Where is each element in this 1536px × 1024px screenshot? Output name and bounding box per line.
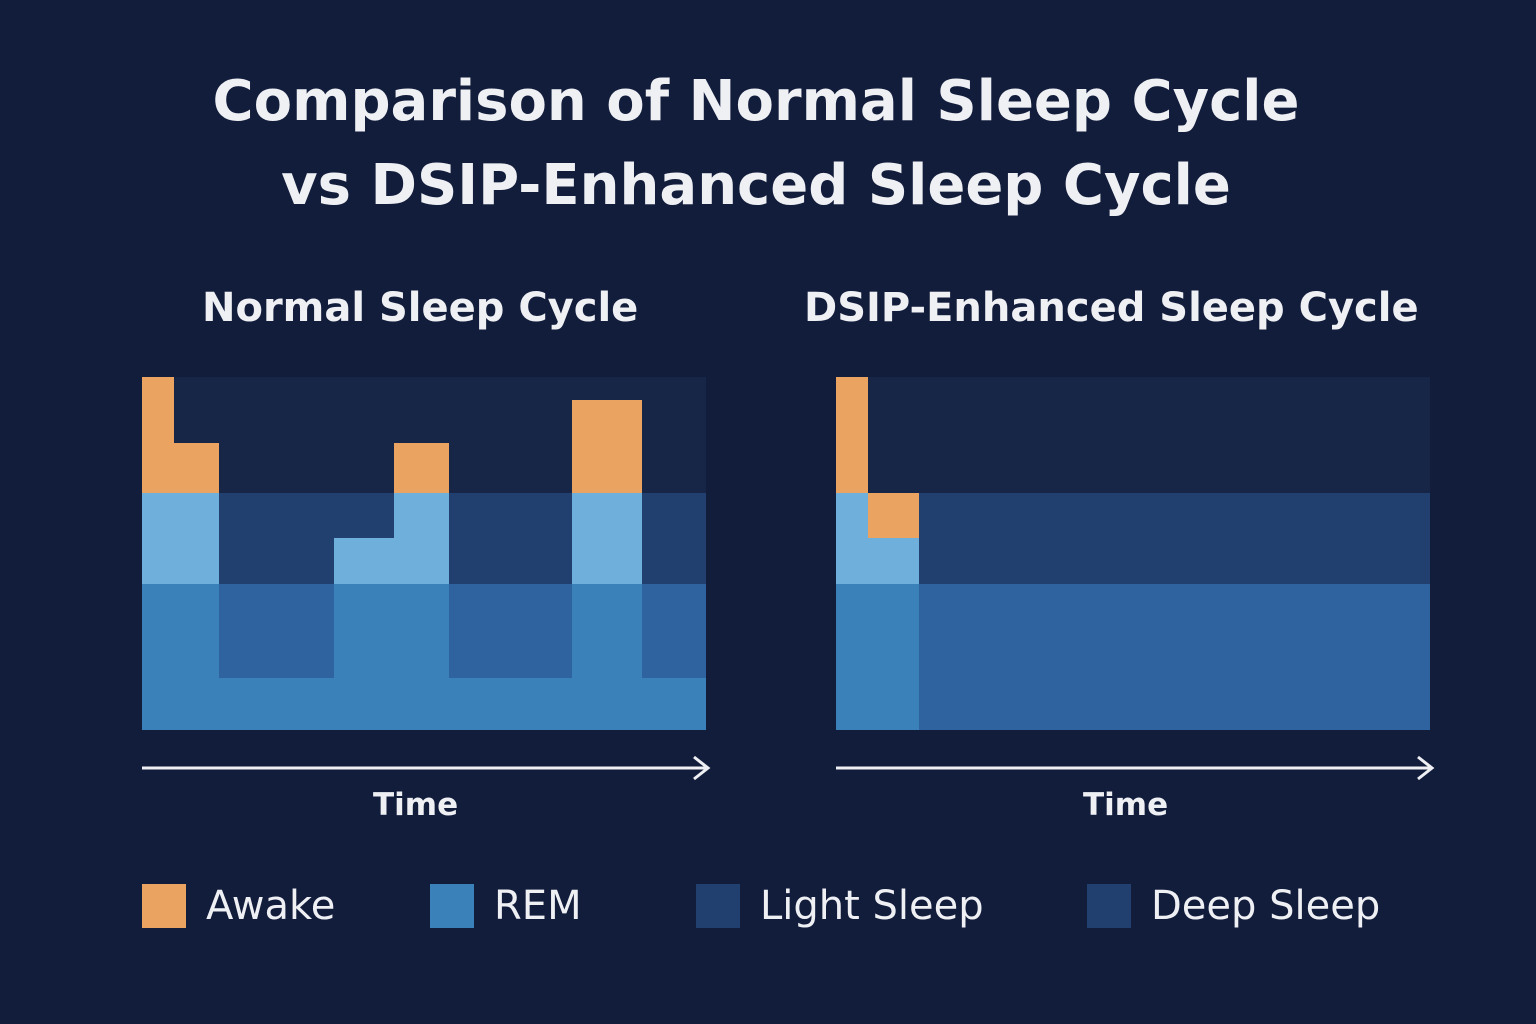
deep-sleep-block — [919, 584, 1430, 730]
awake-block — [836, 377, 868, 493]
awake-block — [174, 443, 219, 493]
deep-sleep-block — [449, 584, 572, 678]
right-chart-title: DSIP-Enhanced Sleep Cycle — [804, 285, 1419, 331]
rem-base-block — [642, 678, 706, 730]
light-stage-block — [174, 493, 219, 584]
light-sleep-block — [919, 493, 1430, 584]
left-chart-title: Normal Sleep Cycle — [202, 285, 639, 331]
light-stage-block — [334, 538, 394, 584]
light-sleep-block — [334, 493, 394, 538]
deep-sleep-block — [642, 584, 706, 678]
deep-sleep-block — [219, 584, 334, 678]
legend-light-sleep: Light Sleep — [696, 884, 984, 928]
legend-rem: REM — [430, 884, 582, 928]
awake-block — [572, 400, 642, 493]
legend-label: Light Sleep — [760, 883, 984, 929]
light-stage-block — [142, 493, 174, 584]
rem-block — [394, 584, 449, 730]
light-stage-block — [394, 493, 449, 584]
title-line-2: vs DSIP-Enhanced Sleep Cycle — [281, 153, 1231, 218]
legend-label: Awake — [206, 883, 336, 929]
legend-swatch-light-sleep — [696, 884, 740, 928]
light-stage-block — [868, 538, 919, 584]
light-sleep-block — [449, 493, 572, 584]
title-line-1: Comparison of Normal Sleep Cycle — [212, 69, 1300, 134]
left-time-arrow — [142, 755, 711, 781]
legend-label: Deep Sleep — [1151, 883, 1381, 929]
rem-block — [142, 584, 174, 730]
legend-deep-sleep: Deep Sleep — [1087, 884, 1380, 928]
rem-block — [572, 584, 642, 730]
awake-block — [394, 443, 449, 493]
legend-swatch-awake — [142, 884, 186, 928]
left-x-axis-label: Time — [373, 787, 459, 823]
right-time-arrow — [836, 755, 1435, 781]
rem-base-block — [449, 678, 572, 730]
legend-label: REM — [494, 883, 582, 929]
light-sleep-block — [219, 493, 334, 584]
legend-swatch-rem — [430, 884, 474, 928]
rem-block — [836, 584, 868, 730]
awake-block — [868, 493, 919, 538]
light-sleep-block — [642, 493, 706, 584]
legend-awake: Awake — [142, 884, 335, 928]
legend-swatch-deep-sleep — [1087, 884, 1131, 928]
light-stage-block — [836, 493, 868, 584]
light-stage-block — [572, 493, 642, 584]
right-x-axis-label: Time — [1083, 787, 1169, 823]
awake-block — [142, 377, 174, 493]
rem-block — [334, 584, 394, 730]
rem-base-block — [219, 678, 334, 730]
chart-title: Comparison of Normal Sleep Cycle vs DSIP… — [0, 60, 1512, 228]
rem-block — [174, 584, 219, 730]
rem-block — [868, 584, 919, 730]
